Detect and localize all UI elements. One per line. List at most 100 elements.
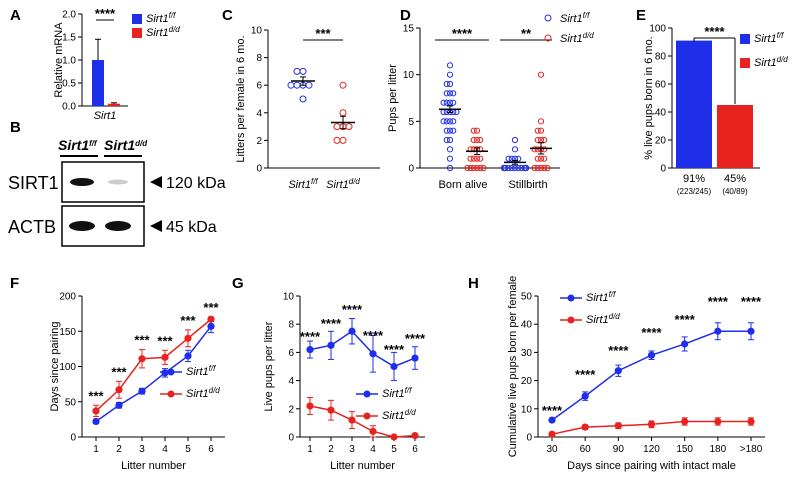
H-y-axis-label: Cumulative live pups born per female [507, 276, 519, 458]
H-data-point [647, 351, 656, 359]
F-x-tick-label: 1 [93, 444, 99, 455]
D-data-point [443, 127, 450, 134]
D-data-point [534, 136, 541, 144]
D-data-point [537, 127, 545, 134]
C-y-axis-label: Litters per female in 6 mo. [235, 35, 247, 162]
A-bar [108, 103, 120, 106]
A-legend-swatch [132, 28, 142, 38]
D-legend-marker [544, 34, 552, 42]
F-x-tick-label: 3 [139, 444, 145, 455]
C-y-tick-label: 0 [256, 164, 262, 175]
D-data-point [541, 146, 548, 153]
G-y-tick-label: 10 [283, 292, 295, 303]
panel-label-H: H [468, 275, 479, 292]
D-data-point [511, 136, 519, 144]
D-legend-label: Sirt1f/f [560, 11, 590, 26]
D-data-point [443, 136, 450, 144]
G-data-point [327, 406, 335, 414]
A-y-tick-label: 1.5 [62, 33, 76, 44]
E-significance-label: **** [704, 24, 725, 39]
G-x-tick-label: 2 [328, 444, 334, 455]
B-lane-label: Sirt1f/f [58, 137, 98, 153]
D-data-point [446, 62, 454, 69]
D-data-point [522, 164, 530, 172]
panel-label-B: B [10, 119, 21, 136]
D-data-point [453, 108, 460, 116]
E-bar-sublabel: (40/89) [722, 187, 748, 196]
H-data-point [714, 417, 722, 426]
D-data-point [446, 99, 454, 106]
D-x-tick-label: Stillbirth [508, 179, 547, 191]
E-y-axis-label: % live pups born in 6 mo. [643, 36, 655, 160]
H-x-axis-label: Days since pairing with intact male [567, 460, 736, 472]
G-x-tick-label: 1 [307, 444, 313, 455]
F-data-point [138, 387, 146, 395]
D-data-point [541, 136, 548, 144]
G-y-tick-label: 4 [288, 376, 294, 387]
F-legend-marker [167, 390, 175, 398]
G-data-point [390, 362, 398, 371]
D-data-point [537, 164, 545, 172]
H-significance-label: **** [608, 343, 629, 358]
F-significance-label: *** [111, 364, 127, 379]
D-data-point [443, 118, 450, 125]
F-legend-label: Sirt1f/f [186, 364, 216, 379]
C-significance-label: *** [315, 26, 331, 41]
G-y-tick-label: 6 [288, 348, 294, 359]
F-significance-label: *** [180, 313, 196, 328]
D-legend-marker [544, 14, 552, 22]
D-data-point [473, 155, 481, 162]
B-protein-label: ACTB [8, 217, 56, 237]
D-data-point [470, 136, 477, 144]
H-significance-label: **** [675, 312, 696, 327]
D-data-point [470, 155, 477, 162]
F-y-axis-label: Days since pairing [49, 322, 61, 412]
H-significance-label: **** [708, 294, 729, 309]
C-y-tick-label: 2 [256, 136, 262, 147]
D-data-point [443, 80, 450, 88]
G-data-point [348, 327, 356, 335]
B-band [105, 221, 131, 231]
H-y-tick-label: 0 [526, 433, 532, 444]
F-legend-marker [167, 368, 175, 376]
C-data-point [305, 81, 313, 89]
C-x-tick-label: Sirt1f/f [288, 177, 318, 192]
E-y-tick-label: 40 [655, 108, 667, 119]
G-x-tick-label: 5 [391, 444, 397, 455]
F-data-point [161, 353, 169, 361]
D-data-point [450, 127, 457, 134]
F-data-point [92, 407, 100, 415]
F-significance-label: *** [88, 388, 104, 403]
G-significance-label: **** [384, 342, 405, 357]
D-data-point [446, 127, 454, 134]
G-data-point [369, 350, 377, 358]
D-y-tick-label: 10 [403, 70, 415, 81]
H-data-point [581, 392, 589, 400]
D-data-point [470, 127, 477, 134]
C-y-tick-label: 8 [256, 53, 262, 64]
panel-label-A: A [10, 7, 21, 24]
D-y-tick-label: 15 [403, 24, 415, 35]
D-data-point [511, 164, 519, 172]
F-x-tick-label: 4 [162, 444, 168, 455]
A-legend-label: Sirt1d/d [146, 25, 180, 40]
D-data-point [534, 164, 541, 172]
H-legend-marker [567, 294, 575, 302]
panel-label-C: C [222, 7, 233, 24]
G-x-axis-label: Litter number [330, 460, 395, 472]
F-data-point [184, 334, 192, 342]
G-y-tick-label: 0 [288, 433, 294, 444]
D-data-point [473, 127, 481, 134]
E-y-tick-label: 20 [655, 136, 667, 147]
F-data-point [92, 417, 100, 426]
D-data-point [450, 99, 457, 106]
A-legend-label: Sirt1f/f [146, 11, 176, 26]
H-x-tick-label: 120 [643, 444, 660, 455]
D-data-point [446, 155, 454, 162]
D-data-point [537, 155, 545, 162]
F-data-point [115, 401, 123, 409]
D-data-point [477, 136, 484, 144]
C-y-tick-label: 10 [251, 26, 263, 37]
F-y-tick-label: 200 [59, 292, 76, 303]
B-lane-label: Sirt1d/d [104, 137, 148, 153]
